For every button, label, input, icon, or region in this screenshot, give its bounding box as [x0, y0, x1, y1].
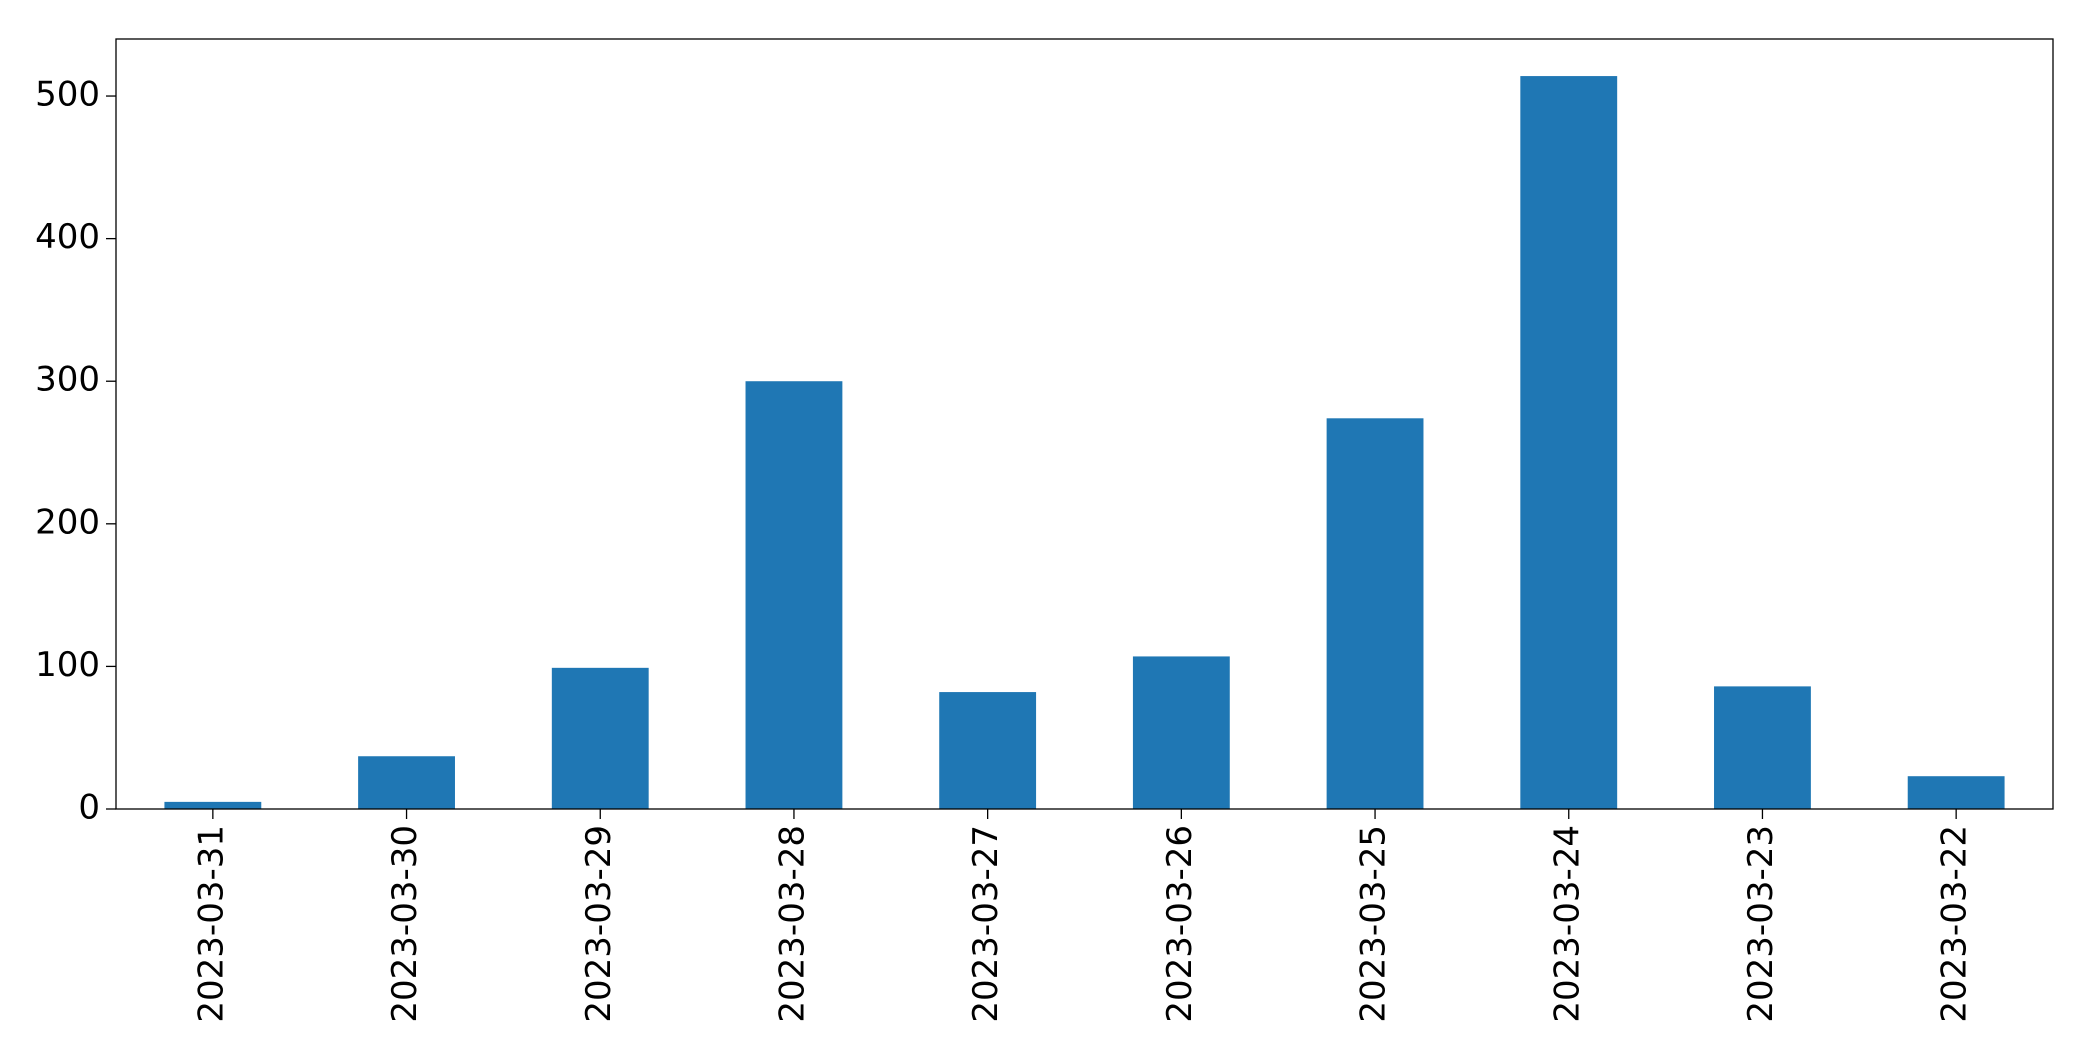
- y-tick-label: 300: [35, 360, 100, 400]
- bar: [745, 381, 843, 809]
- bar: [1132, 656, 1230, 809]
- bar: [164, 801, 262, 809]
- y-tick-label: 400: [35, 217, 100, 257]
- bar: [1714, 686, 1811, 809]
- bar: [1326, 418, 1424, 809]
- x-tick-label: 2023-03-26: [1160, 825, 1200, 1023]
- x-tick-label: 2023-03-30: [385, 825, 425, 1023]
- x-tick-label: 2023-03-27: [966, 825, 1006, 1023]
- bar: [358, 756, 455, 809]
- x-tick-label: 2023-03-29: [579, 825, 619, 1023]
- y-tick-label: 100: [35, 645, 100, 685]
- x-tick-label: 2023-03-23: [1741, 825, 1781, 1023]
- x-tick-label: 2023-03-28: [772, 825, 812, 1023]
- bar: [939, 692, 1037, 809]
- x-tick-label: 2023-03-24: [1547, 825, 1587, 1023]
- x-tick-label: 2023-03-22: [1935, 825, 1975, 1023]
- bar: [1907, 776, 2005, 809]
- y-tick-label: 200: [35, 502, 100, 542]
- plot-frame: [115, 38, 2054, 810]
- y-tick-label: 500: [35, 75, 100, 115]
- bar: [551, 667, 649, 809]
- bar: [1520, 76, 1618, 809]
- y-tick-label: 0: [78, 788, 100, 828]
- x-tick-label: 2023-03-25: [1354, 825, 1394, 1023]
- x-tick-label: 2023-03-31: [191, 825, 231, 1023]
